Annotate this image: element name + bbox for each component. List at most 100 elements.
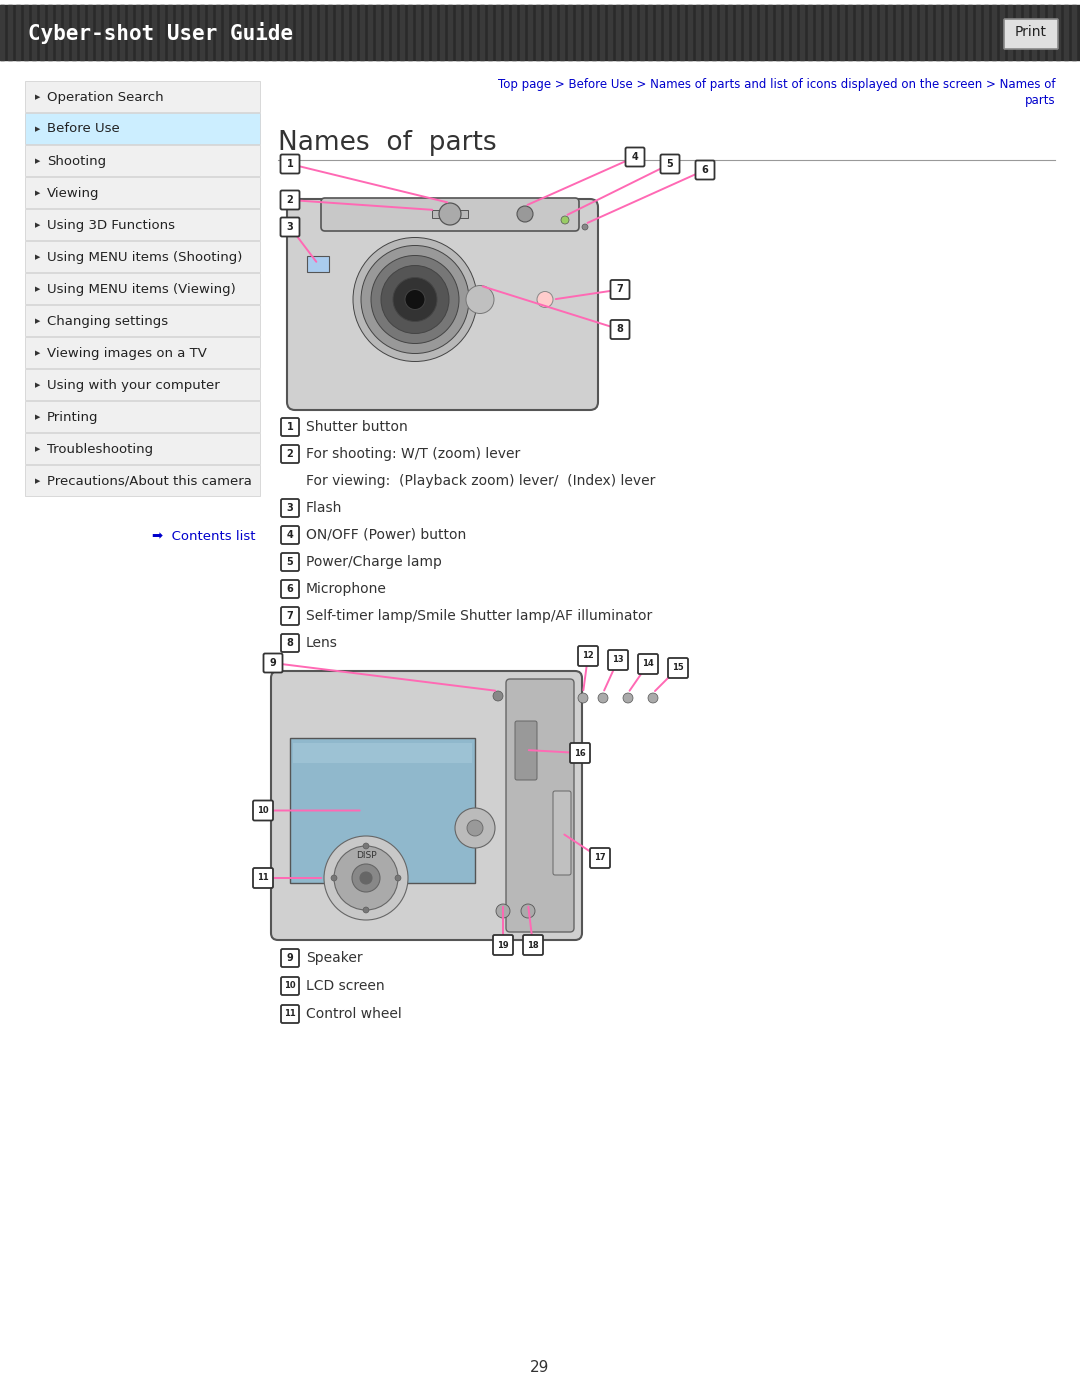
Circle shape xyxy=(492,692,503,701)
Text: Viewing images on a TV: Viewing images on a TV xyxy=(48,346,207,359)
Text: 14: 14 xyxy=(643,659,653,669)
Text: LCD screen: LCD screen xyxy=(306,979,384,993)
Text: DISP: DISP xyxy=(355,852,376,861)
Text: 7: 7 xyxy=(617,285,623,295)
Text: 13: 13 xyxy=(612,655,624,665)
Circle shape xyxy=(372,256,459,344)
Circle shape xyxy=(438,203,461,225)
Bar xyxy=(192,6,195,60)
Bar xyxy=(392,6,396,60)
Bar xyxy=(25,242,260,272)
Bar xyxy=(1040,6,1044,60)
Text: ▶: ▶ xyxy=(35,446,40,453)
Text: 16: 16 xyxy=(575,749,585,757)
Bar xyxy=(888,6,892,60)
Circle shape xyxy=(648,693,658,703)
Text: Using MENU items (Shooting): Using MENU items (Shooting) xyxy=(48,250,242,264)
Bar xyxy=(592,6,596,60)
Bar xyxy=(984,6,988,60)
Bar xyxy=(104,6,108,60)
FancyBboxPatch shape xyxy=(570,743,590,763)
Bar xyxy=(800,6,804,60)
Bar xyxy=(856,6,860,60)
Bar xyxy=(32,6,36,60)
Text: ▶: ▶ xyxy=(35,126,40,131)
Text: 10: 10 xyxy=(284,982,296,990)
Text: 6: 6 xyxy=(702,165,708,175)
Bar xyxy=(25,145,260,176)
Bar xyxy=(152,6,156,60)
Text: Viewing: Viewing xyxy=(48,187,99,200)
Circle shape xyxy=(598,693,608,703)
Bar xyxy=(80,6,84,60)
Bar xyxy=(536,6,540,60)
FancyBboxPatch shape xyxy=(492,935,513,956)
Bar xyxy=(456,6,460,60)
Text: 29: 29 xyxy=(530,1361,550,1375)
Circle shape xyxy=(363,842,369,849)
Bar xyxy=(280,6,284,60)
Text: Lens: Lens xyxy=(306,636,338,650)
Bar xyxy=(25,177,260,208)
Bar xyxy=(216,6,220,60)
Text: Cyber-shot User Guide: Cyber-shot User Guide xyxy=(28,21,293,43)
Text: 8: 8 xyxy=(617,324,623,334)
Circle shape xyxy=(330,875,337,882)
FancyBboxPatch shape xyxy=(253,800,273,820)
Text: ON/OFF (Power) button: ON/OFF (Power) button xyxy=(306,528,467,542)
Text: 15: 15 xyxy=(672,664,684,672)
Circle shape xyxy=(352,863,380,893)
Bar xyxy=(320,6,324,60)
FancyBboxPatch shape xyxy=(590,848,610,868)
Bar xyxy=(25,369,260,400)
Bar xyxy=(848,6,852,60)
FancyBboxPatch shape xyxy=(638,654,658,673)
Bar xyxy=(25,305,260,337)
Text: For viewing:  (Playback zoom) lever/  (Index) lever: For viewing: (Playback zoom) lever/ (Ind… xyxy=(306,474,656,488)
Text: 1: 1 xyxy=(286,422,294,432)
Bar xyxy=(832,6,836,60)
Bar xyxy=(735,6,740,60)
Bar xyxy=(912,6,916,60)
Bar xyxy=(752,6,756,60)
Bar xyxy=(345,6,348,60)
Bar xyxy=(440,6,444,60)
Text: 9: 9 xyxy=(270,658,276,668)
Bar xyxy=(808,6,812,60)
FancyBboxPatch shape xyxy=(578,645,598,666)
Bar xyxy=(688,6,692,60)
Circle shape xyxy=(353,237,477,362)
Bar xyxy=(16,6,21,60)
Bar xyxy=(728,6,732,60)
Bar xyxy=(448,6,453,60)
Bar xyxy=(368,6,372,60)
Bar xyxy=(352,6,356,60)
Bar xyxy=(616,6,620,60)
Bar xyxy=(552,6,556,60)
Bar xyxy=(936,6,940,60)
Bar xyxy=(293,743,472,763)
Bar xyxy=(512,6,516,60)
Circle shape xyxy=(582,224,588,231)
Bar xyxy=(0,6,1080,60)
FancyBboxPatch shape xyxy=(553,791,571,875)
Text: ▶: ▶ xyxy=(35,414,40,420)
Bar xyxy=(648,6,652,60)
Text: 18: 18 xyxy=(527,940,539,950)
Text: Flash: Flash xyxy=(306,502,342,515)
Text: 2: 2 xyxy=(286,448,294,460)
Bar xyxy=(472,6,476,60)
Circle shape xyxy=(496,904,510,918)
Bar xyxy=(25,81,260,112)
Bar xyxy=(624,6,627,60)
Bar xyxy=(960,6,964,60)
Bar xyxy=(951,6,956,60)
Circle shape xyxy=(395,875,401,882)
FancyBboxPatch shape xyxy=(281,527,299,543)
Bar xyxy=(96,6,100,60)
Bar xyxy=(544,6,548,60)
Bar xyxy=(208,6,212,60)
Text: Using with your computer: Using with your computer xyxy=(48,379,219,391)
FancyBboxPatch shape xyxy=(321,198,579,231)
Bar xyxy=(176,6,180,60)
